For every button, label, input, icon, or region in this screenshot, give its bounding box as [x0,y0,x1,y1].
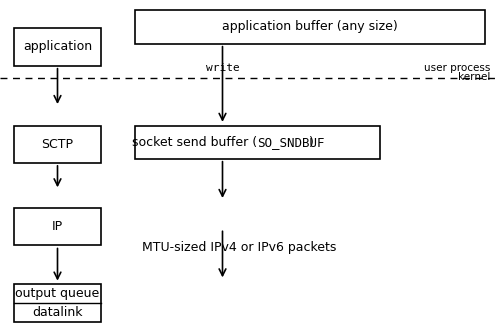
Text: SCTP: SCTP [42,138,74,151]
Bar [135,10,485,44]
Bar [135,126,380,159]
Text: user process: user process [424,63,490,73]
Text: IP: IP [52,220,63,233]
Bar [14,29,101,66]
Bar [14,208,101,246]
Text: kernel: kernel [458,72,490,82]
Text: datalink: datalink [32,306,83,319]
Text: application: application [23,40,92,53]
Bar [14,284,101,321]
Text: SO_SNDBUF: SO_SNDBUF [258,136,325,149]
Text: MTU-sized IPv4 or IPv6 packets: MTU-sized IPv4 or IPv6 packets [142,241,337,254]
Text: socket send buffer (: socket send buffer ( [132,136,258,149]
Text: output queue: output queue [16,287,100,300]
Text: ): ) [309,136,314,149]
Bar [14,125,101,163]
Text: application buffer (any size): application buffer (any size) [222,20,398,33]
Text: write: write [206,63,240,73]
